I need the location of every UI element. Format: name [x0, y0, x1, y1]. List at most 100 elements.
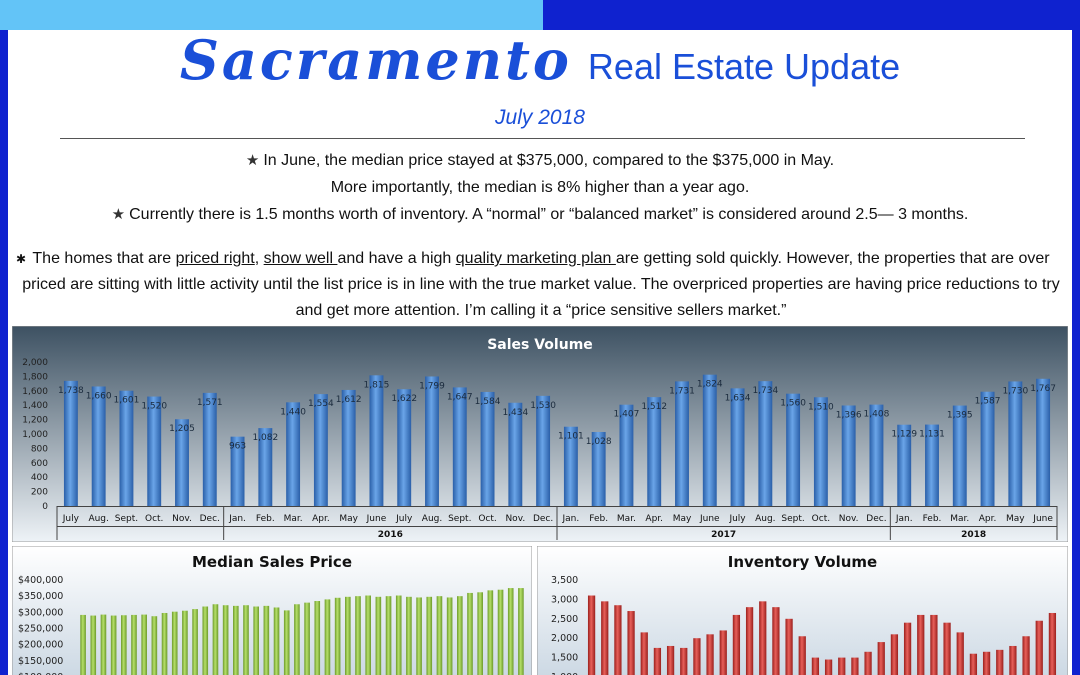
- data-label: 1,408: [864, 410, 890, 420]
- x-tick-label: Apr.: [312, 514, 330, 524]
- y-tick-label: 1,000: [22, 430, 48, 440]
- bar: [175, 419, 189, 506]
- top-banner-left: [0, 0, 543, 30]
- x-tick-label: Sept.: [781, 514, 804, 524]
- bar: [212, 604, 219, 675]
- x-tick-label: Feb.: [923, 514, 942, 524]
- x-tick-label: Apr.: [979, 514, 997, 524]
- para-text-2: ,: [254, 250, 264, 267]
- bar: [811, 657, 820, 675]
- x-tick-label: May: [339, 514, 358, 524]
- bar: [222, 605, 229, 675]
- bar: [732, 614, 741, 675]
- data-label: 1,601: [114, 396, 140, 406]
- bar: [467, 592, 473, 675]
- bar: [294, 604, 300, 675]
- bar: [273, 607, 280, 675]
- data-label: 1,612: [336, 395, 362, 405]
- y-tick-label: 1,000: [551, 672, 578, 675]
- bar: [480, 391, 495, 506]
- bar: [640, 632, 648, 675]
- bar: [813, 397, 828, 506]
- data-label: 1,530: [530, 401, 556, 411]
- data-label: 1,205: [169, 424, 195, 434]
- bar: [375, 596, 382, 675]
- bar: [202, 606, 209, 675]
- bar: [406, 596, 412, 675]
- bar: [719, 630, 727, 675]
- x-tick-label: July: [62, 514, 80, 524]
- data-label: 1,730: [1002, 386, 1028, 396]
- bar: [100, 614, 107, 675]
- bar: [258, 428, 273, 506]
- bar: [283, 610, 290, 675]
- year-group-label: 2016: [378, 530, 403, 540]
- bar: [121, 615, 127, 675]
- title-city: Sacramento: [179, 28, 572, 92]
- bar: [161, 612, 168, 675]
- year-group-label: 2017: [711, 530, 736, 540]
- y-tick-label: 2,000: [551, 633, 578, 644]
- bar: [425, 376, 439, 506]
- chart-title: Median Sales Price: [192, 553, 352, 571]
- chart-background: [12, 546, 532, 675]
- bar: [925, 424, 939, 506]
- bar: [772, 607, 780, 675]
- y-tick-label: 2,500: [551, 614, 578, 625]
- bar: [647, 397, 662, 506]
- y-tick-label: 1,400: [22, 401, 48, 411]
- data-label: 1,815: [364, 380, 390, 390]
- y-tick-label: $100,000: [18, 672, 63, 675]
- bar: [798, 636, 806, 675]
- bar: [253, 606, 259, 675]
- para-underline-priced-right: priced right: [175, 250, 255, 267]
- bar: [1036, 378, 1051, 506]
- bar: [334, 597, 341, 675]
- bar: [416, 597, 422, 675]
- title-divider: [60, 138, 1025, 139]
- x-tick-label: Oct.: [478, 514, 496, 524]
- sales-volume-svg: Sales Volume 0 200 400 600 800 1,000 1,200 1,400…: [12, 326, 1068, 542]
- bar: [601, 601, 609, 675]
- bar: [890, 634, 899, 675]
- bar: [110, 615, 117, 675]
- y-tick-label: 3,500: [551, 575, 578, 586]
- data-label: 1,799: [419, 381, 445, 391]
- bar: [182, 610, 188, 675]
- x-tick-label: May: [673, 514, 692, 524]
- bar: [627, 611, 635, 675]
- median-price-chart: Median Sales Price $100,000 $150,000 $200,0…: [12, 546, 532, 675]
- x-tick-label: July: [728, 514, 746, 524]
- y-tick-label: 1,200: [22, 416, 48, 426]
- x-tick-label: Sept.: [115, 514, 138, 524]
- x-tick-label: Aug.: [88, 514, 108, 524]
- x-tick-label: Jan.: [895, 514, 913, 524]
- bar: [745, 607, 754, 675]
- bar: [345, 596, 351, 675]
- bar: [314, 601, 321, 675]
- data-label: 1,512: [641, 402, 667, 412]
- x-tick-label: Oct.: [145, 514, 163, 524]
- bar: [1035, 620, 1043, 675]
- bar: [706, 634, 714, 675]
- x-tick-label: Sept.: [448, 514, 471, 524]
- market-commentary: ✱ The homes that are priced right, show …: [16, 246, 1066, 324]
- x-tick-label: Feb.: [256, 514, 275, 524]
- bar: [171, 611, 178, 675]
- y-tick-label: 600: [31, 459, 48, 469]
- bar: [230, 436, 245, 506]
- x-tick-label: Dec.: [533, 514, 553, 524]
- x-tick-label: Jan.: [228, 514, 246, 524]
- bar: [759, 601, 767, 675]
- bar: [980, 391, 995, 506]
- bar: [426, 596, 433, 675]
- bar: [341, 389, 356, 506]
- chart-title: Sales Volume: [487, 337, 593, 353]
- x-tick-label: Mar.: [284, 514, 303, 524]
- bar: [304, 602, 310, 675]
- y-tick-label: 3,000: [551, 594, 578, 605]
- data-label: 1,647: [447, 392, 473, 402]
- y-tick-label: 1,600: [22, 387, 48, 397]
- bar: [1009, 645, 1017, 675]
- data-label: 1,028: [586, 437, 612, 447]
